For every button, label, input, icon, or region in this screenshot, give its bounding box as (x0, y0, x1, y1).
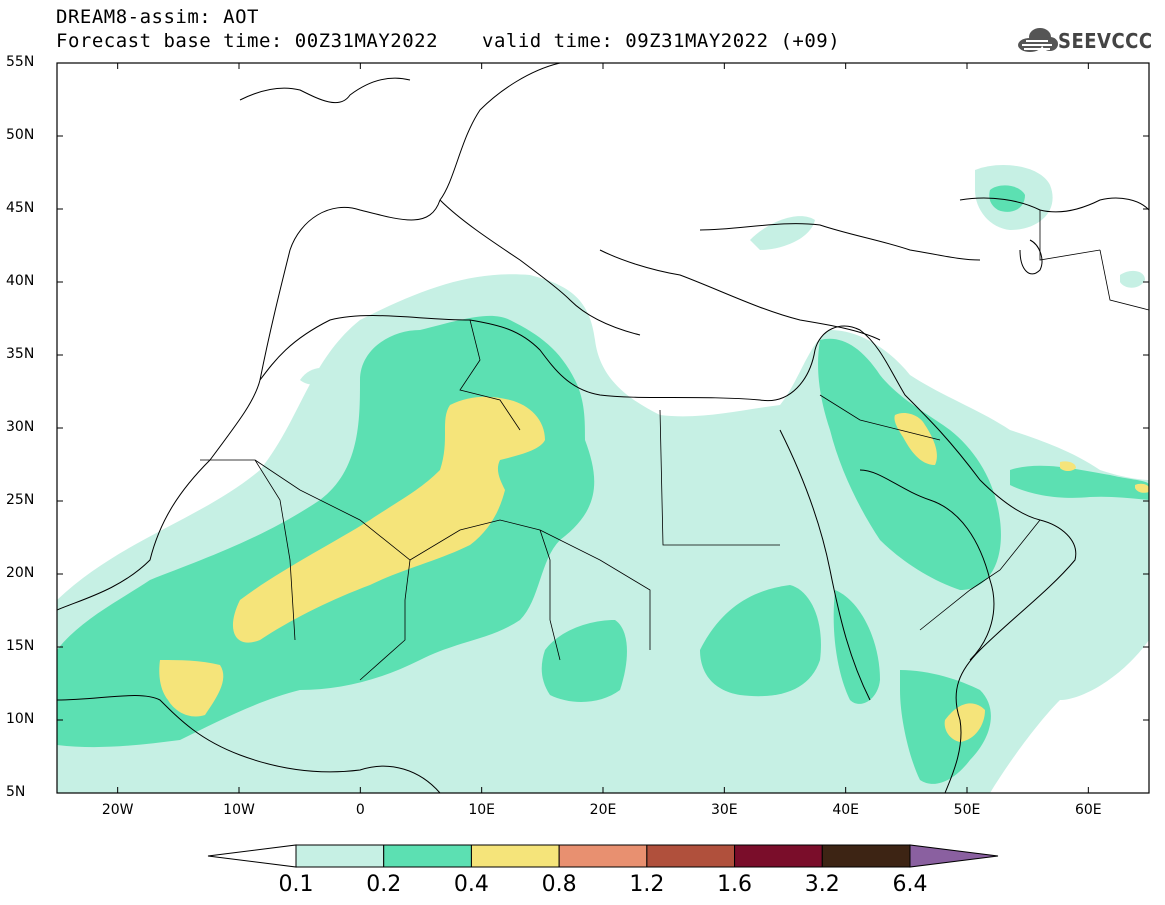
lon-label: 0 (355, 802, 365, 818)
lon-label: 10W (223, 802, 255, 818)
lon-label: 20E (589, 802, 617, 818)
colorbar-swatch (470, 844, 560, 868)
colorbar-swatch (383, 844, 472, 868)
colorbar-label: 0.4 (453, 872, 489, 897)
colorbar-label: 6.4 (892, 872, 928, 897)
colorbar (207, 844, 999, 868)
colorbar-label: 0.2 (366, 872, 402, 897)
colorbar-swatch (821, 844, 911, 868)
seevccc-cloud-logo-icon (1018, 28, 1058, 52)
colorbar-swatch (558, 844, 648, 868)
coastlines (57, 63, 1149, 793)
lat-label: 10N (6, 711, 35, 727)
colorbar-label: 1.6 (717, 872, 753, 897)
colorbar-label: 1.2 (629, 872, 665, 897)
lat-label: 5N (6, 784, 26, 800)
colorbar-swatch (646, 844, 736, 868)
map-title: DREAM8-assim: AOT (56, 6, 259, 28)
colorbar-swatch (734, 844, 823, 868)
colorbar-high-extension (909, 844, 999, 868)
colorbar-swatch (295, 844, 385, 868)
forecast-base-time: Forecast base time: 00Z31MAY2022 (56, 30, 439, 52)
lat-label: 55N (6, 54, 35, 70)
country-borders (200, 210, 1149, 681)
lat-label: 25N (6, 492, 35, 508)
lon-label: 30E (710, 802, 738, 818)
valid-time: valid time: 09Z31MAY2022 (+09) (482, 30, 841, 52)
lat-label: 35N (6, 346, 35, 362)
lat-label: 45N (6, 200, 35, 216)
colorbar-label: 3.2 (804, 872, 840, 897)
lat-label: 50N (6, 127, 35, 143)
lon-label: 20W (101, 802, 134, 818)
colorbar-label: 0.1 (278, 872, 314, 897)
lon-label: 60E (1074, 802, 1102, 818)
aot-shading (57, 165, 1149, 793)
lat-label: 15N (6, 638, 35, 654)
lon-label: 40E (832, 802, 859, 818)
lat-label: 30N (6, 419, 35, 435)
aot-level-0.4-area (159, 396, 1149, 742)
colorbar-label: 0.8 (541, 872, 577, 897)
lon-label: 10E (468, 802, 495, 818)
lat-label: 40N (6, 273, 35, 289)
lat-label: 20N (6, 565, 35, 581)
logo-text: SEEVCCC (1058, 29, 1153, 53)
axis-ticks (57, 62, 1149, 794)
colorbar-low-extension (207, 844, 297, 868)
lon-label: 50E (953, 802, 981, 818)
